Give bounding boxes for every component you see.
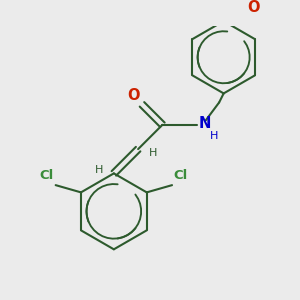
Text: H: H xyxy=(209,131,218,141)
Text: Cl: Cl xyxy=(174,169,188,182)
Text: H: H xyxy=(148,148,157,158)
Text: H: H xyxy=(95,165,103,175)
Text: N: N xyxy=(199,116,211,131)
Text: O: O xyxy=(248,0,260,15)
Text: Cl: Cl xyxy=(40,169,54,182)
Text: O: O xyxy=(127,88,139,103)
